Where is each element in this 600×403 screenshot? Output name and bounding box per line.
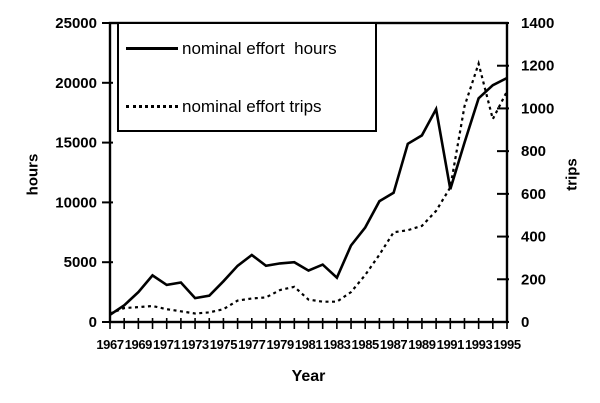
left-axis-tick-label: 20000 [55,75,97,92]
legend-entry-hours: nominal effort hours [126,40,375,57]
left-axis-title: hours [24,153,42,196]
left-axis-tick-label: 15000 [55,135,97,152]
x-axis-tick-label: 1973 [181,337,208,352]
x-axis-tick-label: 1985 [352,337,379,352]
right-axis-tick-label: 400 [521,229,546,246]
right-axis-tick-label: 0 [521,314,529,331]
right-axis-tick-label: 1200 [521,58,554,75]
legend-entry-trips: nominal effort trips [126,98,375,115]
legend-label-hours: nominal effort hours [182,39,337,58]
left-axis-tick-label: 0 [89,314,97,331]
right-axis-tick-label: 1400 [521,15,554,32]
dotted-line-sample [126,105,178,108]
x-axis-tick-label: 1971 [153,337,180,352]
series-line-hours [109,76,508,316]
series-line-trips [109,59,508,315]
x-axis-tick-label: 1977 [238,337,265,352]
right-axis-tick-label: 800 [521,143,546,160]
x-axis-tick-label: 1975 [210,337,237,352]
x-axis-tick-label: 1983 [323,337,350,352]
x-axis-tick-label: 1969 [125,337,152,352]
x-axis-tick-label: 1989 [408,337,435,352]
x-axis-tick-label: 1995 [493,337,520,352]
x-axis-title: Year [291,368,326,385]
left-axis-tick-label: 10000 [55,194,97,211]
left-axis-tick-label: 5000 [64,254,97,271]
x-axis-tick-label: 1993 [465,337,492,352]
x-axis-tick-label: 1987 [380,337,407,352]
solid-line-sample [126,47,178,50]
right-axis-title: trips [563,158,581,191]
legend-label-trips: nominal effort trips [182,97,322,116]
x-axis-tick-label: 1981 [295,337,322,352]
chart-legend: nominal effort hours nominal effort trip… [117,22,377,132]
x-axis-tick-label: 1979 [266,337,293,352]
right-axis-tick-label: 1000 [521,100,554,117]
right-axis-tick-label: 200 [521,271,546,288]
left-axis-tick-label: 25000 [55,15,97,32]
x-axis-tick-label: 1991 [437,337,464,352]
right-axis-tick-label: 600 [521,186,546,203]
x-axis-tick-label: 1967 [96,337,123,352]
